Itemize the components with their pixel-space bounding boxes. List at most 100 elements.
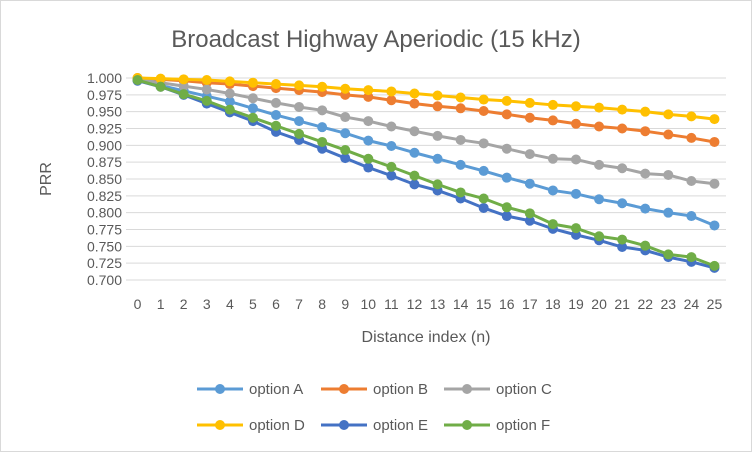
data-point [547, 115, 558, 126]
data-point [247, 93, 258, 104]
data-point [201, 75, 212, 86]
x-tick-label: 7 [295, 296, 303, 312]
data-point [455, 187, 466, 198]
data-point [617, 123, 628, 134]
data-point [547, 153, 558, 164]
data-point [340, 153, 351, 164]
legend-item: option F [444, 417, 550, 434]
data-point [155, 81, 166, 92]
legend-swatch-marker [339, 384, 349, 394]
x-tick-label: 25 [707, 296, 723, 312]
data-point [247, 77, 258, 88]
data-point [271, 79, 281, 90]
data-point [524, 215, 535, 226]
legend-item: option C [444, 381, 552, 398]
data-point [271, 97, 281, 108]
data-point [617, 198, 628, 209]
x-tick-label: 15 [476, 296, 492, 312]
x-tick-label: 23 [661, 296, 677, 312]
data-point [386, 121, 397, 132]
x-tick-label: 11 [384, 296, 399, 312]
data-point [386, 86, 397, 97]
data-point [571, 223, 581, 234]
data-point [363, 85, 374, 96]
data-point [524, 149, 535, 160]
data-point [478, 138, 489, 149]
data-point [709, 114, 720, 125]
data-point [409, 88, 420, 99]
data-point [478, 202, 489, 213]
data-point [340, 83, 351, 94]
data-point [317, 122, 328, 133]
y-tick-label: 0.900 [87, 137, 122, 153]
data-point [663, 129, 674, 140]
data-point [409, 147, 420, 158]
data-point [709, 178, 720, 189]
data-point [709, 136, 720, 147]
data-point [317, 81, 328, 92]
legend-label: option B [373, 381, 428, 398]
y-tick-label: 0.775 [87, 222, 122, 238]
data-point [617, 242, 628, 253]
x-tick-label: 4 [226, 296, 234, 312]
x-tick-label: 8 [318, 296, 326, 312]
data-point [294, 128, 305, 139]
y-tick-label: 0.975 [87, 87, 122, 103]
data-point [178, 89, 189, 100]
y-tick-label: 0.800 [87, 205, 122, 221]
data-point [663, 109, 674, 120]
data-point [455, 92, 466, 103]
data-point [617, 234, 628, 245]
data-point [409, 179, 420, 190]
data-point [501, 95, 512, 106]
x-tick-label: 2 [180, 296, 188, 312]
data-point [640, 168, 651, 179]
data-point [363, 153, 374, 164]
data-point [594, 194, 605, 205]
data-point [340, 112, 351, 123]
data-point [386, 141, 397, 152]
y-tick-label: 0.750 [87, 238, 122, 254]
data-point [155, 73, 166, 84]
data-point [686, 211, 697, 222]
data-point [363, 116, 374, 127]
data-point [132, 75, 143, 86]
data-point [663, 249, 674, 260]
data-point [547, 99, 558, 110]
data-point [547, 185, 558, 196]
data-point [571, 154, 581, 165]
data-point [409, 126, 420, 137]
data-point [524, 97, 535, 108]
data-point [617, 163, 628, 174]
data-point [201, 84, 212, 95]
data-point [594, 231, 605, 242]
data-point [686, 132, 697, 143]
data-point [409, 98, 420, 109]
data-point [409, 170, 420, 181]
y-tick-label: 0.725 [87, 255, 122, 271]
legend-swatch-marker [462, 420, 472, 430]
data-point [571, 188, 581, 199]
y-tick-label: 0.875 [87, 154, 122, 170]
data-point [432, 130, 443, 141]
data-point [478, 105, 489, 116]
legend-item: option D [197, 417, 305, 434]
legend-item: option E [321, 417, 428, 434]
data-point [294, 116, 305, 127]
data-point [686, 176, 697, 187]
legend-label: option C [496, 381, 552, 398]
data-point [432, 179, 443, 190]
data-point [524, 112, 535, 123]
data-point [594, 102, 605, 113]
y-tick-label: 0.825 [87, 188, 122, 204]
data-point [686, 111, 697, 122]
x-tick-label: 19 [568, 296, 584, 312]
y-tick-label: 0.700 [87, 272, 122, 288]
data-point [524, 178, 535, 189]
data-point [640, 240, 651, 251]
legend-swatch-marker [339, 420, 349, 430]
x-tick-label: 14 [453, 296, 469, 312]
data-point [386, 170, 397, 181]
data-point [478, 165, 489, 176]
